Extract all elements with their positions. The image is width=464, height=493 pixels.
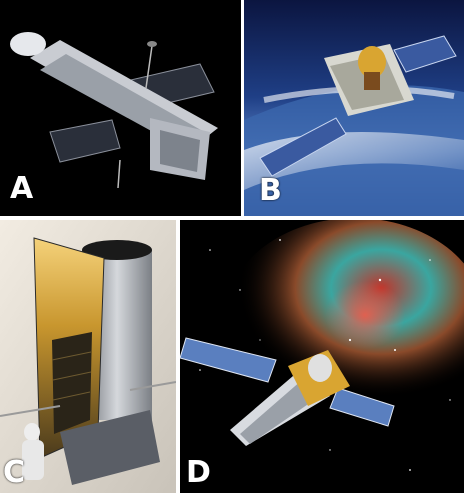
hubble-telescope-image bbox=[0, 0, 241, 216]
telescope-in-clean-room-image bbox=[0, 220, 176, 493]
panel-b-label: B bbox=[259, 173, 282, 208]
panel-c-label: C bbox=[3, 455, 26, 490]
panel-a: A bbox=[0, 0, 241, 216]
satellite-over-earth-image bbox=[244, 0, 464, 216]
panel-c: C bbox=[0, 220, 176, 493]
panel-d: D bbox=[180, 220, 464, 493]
panel-b: B bbox=[244, 0, 464, 216]
panel-a-label: A bbox=[10, 171, 34, 206]
panel-d-label: D bbox=[186, 455, 211, 490]
space-telescope-with-nebula-image bbox=[180, 220, 464, 493]
